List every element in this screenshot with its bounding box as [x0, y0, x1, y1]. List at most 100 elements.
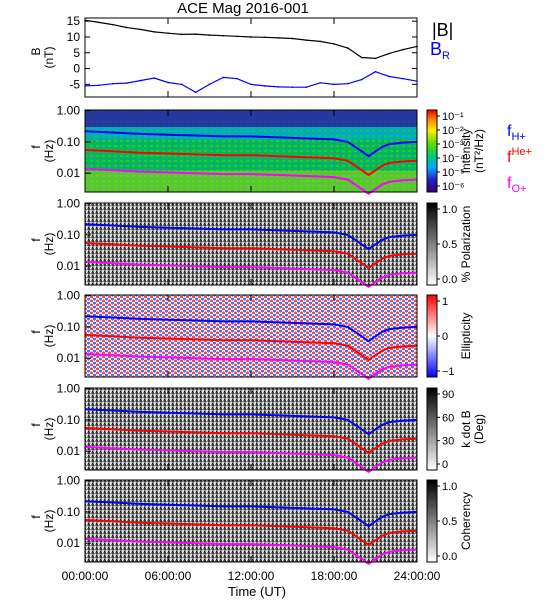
x-tick-label: 00:00:00 — [62, 569, 109, 583]
data-point — [208, 34, 211, 36]
fhe-plus-curve — [84, 427, 418, 455]
colorbar-tick-label: 90 — [442, 389, 454, 401]
ellipticity-panel: 1.00 0.10 0.01 f (Hz) 1 0 −1 Ellipticity — [29, 289, 473, 381]
spectrogram-image — [85, 480, 417, 562]
fo-plus-curve — [84, 167, 418, 196]
data-point — [277, 86, 280, 88]
y-tick-label: 0.01 — [57, 536, 81, 550]
colorbar-tick-label: 30 — [442, 436, 454, 448]
colorbar-label: % Polarization — [459, 206, 473, 283]
legend-heplus: fHe+ — [507, 146, 532, 166]
chart-title: ACE Mag 2016-001 — [177, 0, 309, 17]
y-axis-label: f — [29, 515, 43, 519]
data-point — [402, 48, 404, 51]
colorbar-tick-label: 1.0 — [442, 481, 457, 493]
colorbar-tick-label: 10⁻² — [442, 125, 464, 137]
intensity-panel: 1.00 0.10 0.01 f (Hz) 10⁻¹ 10⁻² 10⁻³ 10⁻⁴ 10⁻⁵ 10⁻… — [29, 104, 532, 196]
colorbar-tick-label: 0.0 — [442, 274, 457, 286]
y-axis-label: f — [29, 423, 43, 427]
data-point — [111, 23, 114, 26]
data-point — [111, 82, 114, 85]
x-tick-label: 18:00:00 — [311, 569, 358, 583]
fhe-plus-curve — [84, 334, 418, 362]
y-tick-label: 0.10 — [57, 228, 81, 242]
data-point — [84, 85, 86, 87]
fhe-plus-curve — [84, 519, 418, 547]
data-point — [264, 36, 266, 39]
y-axis-unit: (Hz) — [42, 418, 56, 441]
fhe-plus-curve — [84, 149, 418, 177]
colorbar-tick-label: 10⁻⁶ — [442, 181, 465, 193]
data-point — [125, 26, 128, 29]
spectrogram-mid-band — [85, 127, 417, 140]
data-point — [333, 43, 335, 45]
colorbar-tick-label: 1 — [442, 296, 448, 308]
y-tick-label: 1.00 — [57, 197, 81, 211]
colorbar-tick-label: 1.0 — [442, 204, 457, 216]
data-point — [347, 82, 349, 85]
data-point — [194, 91, 197, 94]
y-axis-unit: (Hz) — [42, 325, 56, 348]
y-axis-unit: (Hz) — [42, 140, 56, 163]
colorbar-label: Coherency — [459, 492, 473, 550]
y-tick-label: 0.01 — [57, 259, 81, 273]
data-point — [319, 40, 321, 43]
y-tick-label: 0 — [73, 62, 80, 76]
data-point — [250, 83, 252, 86]
data-point — [347, 47, 349, 49]
data-point — [139, 28, 142, 31]
x-axis-label: Time (UT) — [228, 584, 286, 599]
data-point — [277, 37, 280, 39]
spectrogram-image — [85, 203, 417, 285]
y-axis-unit: (Hz) — [42, 510, 56, 533]
fh-plus-curve — [84, 223, 418, 251]
colorbar-tick-label: 0.5 — [442, 239, 457, 251]
y-axis-unit: (Hz) — [42, 233, 56, 256]
y-tick-label: 0.01 — [57, 444, 81, 458]
data-point — [319, 81, 321, 84]
data-point — [153, 77, 155, 79]
legend-br: BR — [430, 39, 450, 62]
fhe-plus-curve — [84, 242, 418, 270]
data-point — [333, 83, 335, 86]
colorbar-tick-label: 10⁻⁵ — [442, 167, 465, 179]
data-point — [291, 86, 294, 89]
fo-plus-curve — [84, 352, 418, 381]
data-point — [222, 34, 225, 37]
data-point — [98, 84, 100, 87]
spectrogram-image — [85, 295, 417, 377]
data-point — [167, 81, 169, 84]
data-point — [250, 36, 252, 38]
y-tick-label: 1.00 — [57, 289, 81, 303]
colorbar — [426, 294, 438, 378]
data-point — [388, 52, 391, 55]
fh-plus-curve — [84, 408, 418, 436]
data-point — [388, 75, 391, 78]
colorbar-unit: (nT²/Hz) — [472, 129, 486, 173]
data-point — [264, 85, 266, 87]
y-tick-label: 1.00 — [57, 474, 81, 488]
colorbar-tick-label: 10⁻¹ — [442, 111, 464, 123]
y-axis-label: f — [29, 330, 43, 334]
data-point — [305, 39, 308, 41]
y-tick-label: 0.10 — [57, 135, 81, 149]
polarization-panel: 1.00 0.10 0.01 f (Hz) 1.0 0.5 0.0% Polarization — [29, 197, 473, 289]
colorbar-tick-label: 0.5 — [442, 516, 457, 528]
colorbar-tick-label: 10⁻⁴ — [442, 153, 465, 165]
y-axis-unit: (nT) — [42, 47, 56, 69]
colorbar-tick-label: 0 — [442, 331, 448, 343]
data-point — [167, 32, 169, 34]
colorbar-tick-label: 10⁻³ — [442, 139, 464, 151]
legend-bmag: |B| — [432, 20, 453, 40]
y-axis-label: f — [29, 145, 43, 149]
x-tick-label: 24:00:00 — [394, 569, 441, 583]
y-tick-label: 0.01 — [57, 351, 81, 365]
data-point — [208, 83, 211, 86]
data-point — [153, 31, 155, 33]
y-tick-label: 10 — [67, 30, 81, 44]
y-tick-label: 0.10 — [57, 505, 81, 519]
data-point — [98, 21, 100, 24]
fo-plus-curve — [84, 445, 418, 474]
